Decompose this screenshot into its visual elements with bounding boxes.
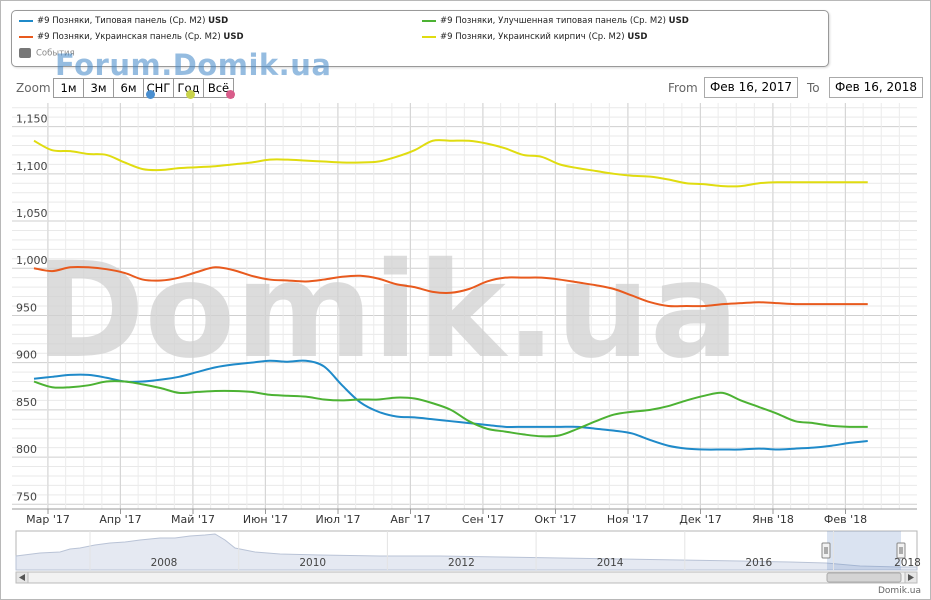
legend-item-events[interactable]: События bbox=[19, 48, 75, 59]
navigator-label: 2016 bbox=[745, 557, 772, 569]
navigator-selection bbox=[827, 531, 901, 570]
zoom-1m-button[interactable]: 1м bbox=[53, 78, 84, 98]
legend-unit: USD bbox=[668, 16, 689, 26]
x-axis: Мар '17 Апр '17 Май '17 Июн '17 Июл '17 Авг '… bbox=[12, 508, 917, 526]
legend-item-ukrainian-brick[interactable]: #9 Позняки, Украинский кирпич (Ср. М2) U… bbox=[422, 32, 647, 43]
x-tick-label: Авг '17 bbox=[390, 513, 430, 526]
x-tick-label: Фев '18 bbox=[824, 513, 867, 526]
y-tick-label: 950 bbox=[16, 301, 37, 314]
legend-label: #9 Позняки, Улучшенная типовая панель (С… bbox=[440, 16, 666, 26]
x-tick-label: Дек '17 bbox=[679, 513, 722, 526]
navigator-label: 2008 bbox=[151, 557, 178, 569]
navigator-label: 2014 bbox=[597, 557, 624, 569]
event-marker-icon[interactable] bbox=[186, 90, 195, 99]
y-tick-label: 750 bbox=[16, 490, 37, 503]
legend-swatch bbox=[19, 19, 33, 22]
legend-swatch bbox=[422, 19, 436, 22]
y-tick-label: 1,150 bbox=[16, 113, 48, 126]
legend-item-typical-panel[interactable]: #9 Позняки, Типовая панель (Ср. М2) USD bbox=[19, 16, 228, 27]
legend: #9 Позняки, Типовая панель (Ср. М2) USD … bbox=[11, 10, 829, 67]
navigator-label: 2012 bbox=[448, 557, 475, 569]
x-tick-label: Ноя '17 bbox=[607, 513, 649, 526]
y-tick-label: 900 bbox=[16, 349, 37, 362]
from-date-input[interactable]: Фев 16, 2017 bbox=[704, 77, 798, 98]
legend-unit: USD bbox=[627, 32, 648, 42]
x-tick-label: Апр '17 bbox=[99, 513, 141, 526]
legend-swatch bbox=[19, 35, 33, 38]
chevron-right-icon bbox=[908, 574, 914, 581]
chevron-left-icon bbox=[19, 574, 25, 581]
from-label: From bbox=[668, 81, 698, 95]
x-tick-label: Июн '17 bbox=[243, 513, 288, 526]
events-label: События bbox=[36, 48, 75, 59]
series-line bbox=[33, 380, 868, 438]
series-line bbox=[33, 139, 868, 188]
zoom-6m-button[interactable]: 6м bbox=[113, 78, 144, 98]
navigator-label: 2010 bbox=[299, 557, 326, 569]
scrollbar-thumb[interactable] bbox=[826, 572, 902, 583]
navigator-area bbox=[15, 533, 918, 571]
to-label: To bbox=[807, 81, 820, 95]
y-tick-label: 850 bbox=[16, 396, 37, 409]
x-tick-label: Янв '18 bbox=[752, 513, 794, 526]
events-icon bbox=[19, 48, 31, 58]
x-tick-label: Мар '17 bbox=[26, 513, 70, 526]
event-marker-icon[interactable] bbox=[146, 90, 155, 99]
grid bbox=[12, 103, 917, 509]
y-tick-label: 1,100 bbox=[16, 160, 48, 173]
y-tick-label: 800 bbox=[16, 443, 37, 456]
scrollbar-track[interactable] bbox=[15, 571, 918, 584]
series-line bbox=[33, 265, 868, 308]
x-tick-label: Июл '17 bbox=[315, 513, 360, 526]
navigator[interactable]: 2008 2010 2012 2014 2016 2018 bbox=[15, 530, 921, 584]
event-marker-icon[interactable] bbox=[226, 90, 235, 99]
series-lines bbox=[33, 139, 868, 451]
y-tick-label: 1,000 bbox=[16, 254, 48, 267]
y-tick-label: 1,050 bbox=[16, 207, 48, 220]
x-tick-label: Окт '17 bbox=[534, 513, 576, 526]
series-line bbox=[33, 359, 868, 451]
to-date-input[interactable]: Фев 16, 2018 bbox=[829, 77, 923, 98]
x-tick-label: Май '17 bbox=[171, 513, 215, 526]
legend-label: #9 Позняки, Типовая панель (Ср. М2) bbox=[37, 16, 206, 26]
legend-item-ukrainian-panel[interactable]: #9 Позняки, Украинская панель (Ср. М2) U… bbox=[19, 32, 244, 43]
zoom-label: Zoom bbox=[16, 81, 51, 95]
credit-label[interactable]: Domik.ua bbox=[878, 586, 921, 596]
forum-watermark: Forum.Domik.ua bbox=[55, 48, 332, 82]
legend-unit: USD bbox=[208, 16, 229, 26]
navigator-handle[interactable] bbox=[821, 542, 831, 559]
legend-label: #9 Позняки, Украинский кирпич (Ср. М2) bbox=[440, 32, 625, 42]
legend-unit: USD bbox=[223, 32, 244, 42]
x-tick-label: Сен '17 bbox=[462, 513, 504, 526]
legend-item-improved-panel[interactable]: #9 Позняки, Улучшенная типовая панель (С… bbox=[422, 16, 689, 27]
navigator-label: 2018 bbox=[894, 557, 921, 569]
y-axis: 750 800 850 900 950 1,000 1,050 1,100 1,150 bbox=[16, 113, 48, 504]
navigator-handle[interactable] bbox=[896, 542, 906, 559]
legend-swatch bbox=[422, 35, 436, 38]
domik-watermark: Domik.ua bbox=[35, 234, 739, 388]
legend-label: #9 Позняки, Украинская панель (Ср. М2) bbox=[37, 32, 221, 42]
